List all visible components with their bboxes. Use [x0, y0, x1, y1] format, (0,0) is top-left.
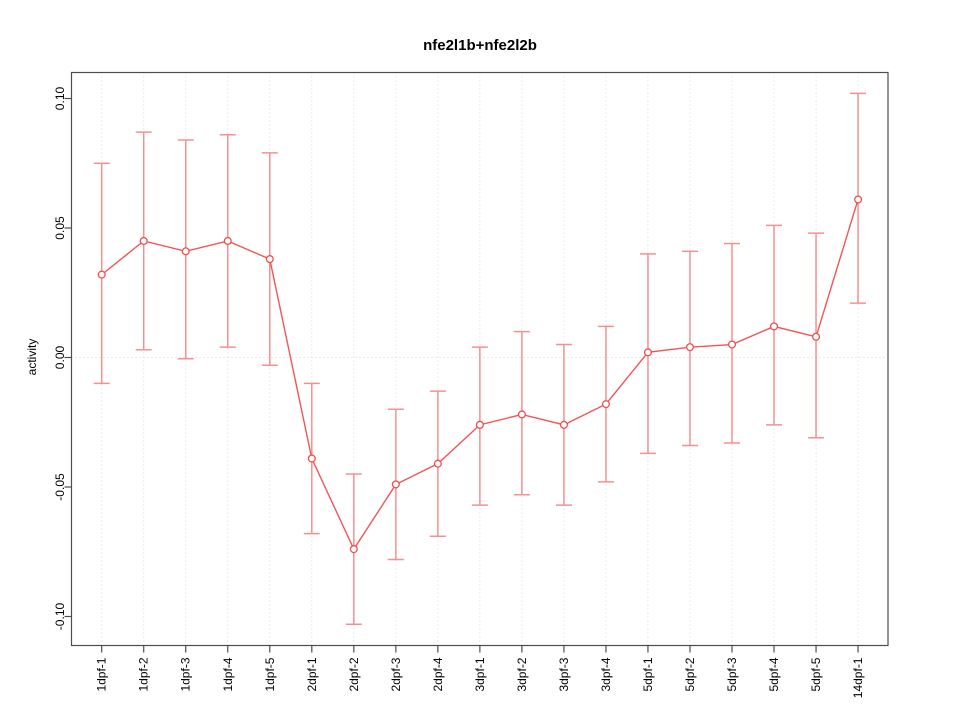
x-tick-label: 14dpf-1	[851, 657, 865, 698]
x-tick-label: 3dpf-3	[557, 657, 571, 691]
y-axis-title: activity	[25, 339, 39, 376]
x-tick-label: 1dpf-5	[263, 657, 277, 691]
data-point	[223, 236, 232, 246]
data-point	[139, 236, 148, 246]
data-point	[854, 195, 863, 204]
data-point	[475, 420, 484, 429]
y-tick-label: 0.05	[53, 216, 67, 240]
data-point	[811, 332, 821, 341]
y-tick-label: -0.10	[53, 603, 67, 631]
x-tick-label: 5dpf-2	[683, 657, 697, 691]
x-tick-label: 5dpf-3	[725, 657, 739, 691]
x-tick-label: 2dpf-1	[305, 657, 319, 691]
y-tick-label: 0.00	[53, 345, 67, 369]
data-point	[181, 247, 190, 256]
y-tick-label: 0.10	[53, 86, 67, 110]
x-tick-label: 1dpf-1	[95, 657, 109, 691]
data-point	[433, 459, 442, 468]
plot-area: -0.10 -0.05 0.00 0.05 0.10 1dpf-1 1dpf-2 1dpf-3…	[53, 71, 889, 698]
x-tick-label: 5dpf-1	[641, 657, 655, 691]
data-point	[349, 545, 358, 554]
x-tick-label: 1dpf-2	[137, 657, 151, 691]
data-point	[685, 343, 695, 352]
x-tick-label: 2dpf-4	[431, 657, 445, 691]
x-tick-label: 1dpf-4	[221, 657, 235, 691]
x-tick-label: 2dpf-2	[347, 657, 361, 691]
data-point	[769, 322, 779, 331]
data-point	[601, 400, 610, 409]
x-tick-label: 5dpf-5	[809, 657, 823, 691]
data-point	[517, 410, 526, 419]
data-point	[643, 348, 653, 357]
x-tick-label: 2dpf-3	[389, 657, 403, 691]
y-tick-label: -0.05	[53, 473, 67, 501]
data-point	[307, 454, 316, 463]
x-tick-label: 3dpf-1	[473, 657, 487, 691]
data-point	[391, 480, 400, 489]
x-tick-label: 3dpf-4	[599, 657, 613, 691]
x-tick-label: 5dpf-4	[767, 657, 781, 691]
chart-title: nfe2l1b+nfe2l2b	[423, 37, 537, 54]
x-tick-label: 3dpf-2	[515, 657, 529, 691]
data-point	[727, 340, 737, 349]
data-point	[97, 270, 106, 279]
x-tick-label: 1dpf-3	[179, 657, 193, 691]
data-point	[265, 255, 274, 264]
data-point	[559, 420, 568, 429]
